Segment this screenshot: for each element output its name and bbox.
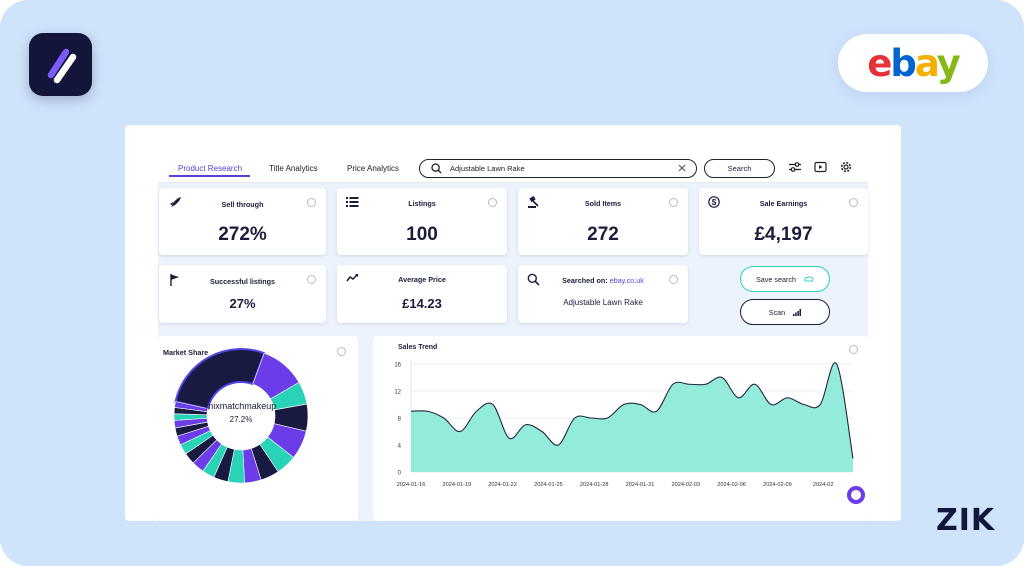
searched-on-label: Searched on: ebay.co.uk xyxy=(518,276,688,285)
ebay-logo-letter: a xyxy=(914,41,939,85)
info-icon[interactable] xyxy=(488,198,497,207)
sale-earnings-value: £4,197 xyxy=(754,224,813,245)
listings-card: Listings 100 xyxy=(337,188,507,255)
average-price-card: Average Price £14.23 xyxy=(337,265,507,323)
save-search-button[interactable]: Save search xyxy=(740,266,830,292)
sales-trend-card: Sales Trend 0 4 8 12 16 2024-01-16 2024-01-19 2… xyxy=(373,336,868,521)
svg-text:$: $ xyxy=(712,198,717,207)
successful-listings-card: Successful listings 27% xyxy=(159,265,326,323)
sell-through-label: Sell through xyxy=(221,200,264,209)
searched-on-value: Adjustable Lawn Rake xyxy=(563,298,643,307)
rocket-icon xyxy=(170,197,181,207)
top-seller-name: mixmatchmakeup xyxy=(206,401,277,411)
top-seller-share: 27.2% xyxy=(230,415,253,424)
x-tick-label: 2024-02 xyxy=(813,482,834,488)
signal-bars-icon xyxy=(793,308,802,316)
info-icon[interactable] xyxy=(307,275,316,284)
x-tick-label: 2024-02-03 xyxy=(671,482,700,488)
video-icon[interactable] xyxy=(814,161,827,173)
market-share-chart: mixmatchmakeup 27.2% xyxy=(173,348,309,484)
x-tick-label: 2024-01-28 xyxy=(580,482,609,488)
search-icon xyxy=(431,163,442,174)
searched-on-card: Searched on: ebay.co.uk Adjustable Lawn … xyxy=(518,265,688,323)
search-input[interactable]: Adjustable Lawn Rake xyxy=(419,159,697,178)
save-search-label: Save search xyxy=(756,274,796,284)
x-tick-label: 2024-01-16 xyxy=(397,482,426,488)
dashboard-screenshot: Product Research Title Analytics Price A… xyxy=(125,125,901,521)
sold-items-card: Sold Items 272 xyxy=(518,188,688,255)
sold-items-value: 272 xyxy=(587,224,619,245)
sales-trend-chart: Sales Trend 0 4 8 12 16 2024-01-16 2024-01-19 2… xyxy=(394,344,865,504)
toolbar: Product Research Title Analytics Price A… xyxy=(158,155,868,183)
sales-trend-area xyxy=(411,362,853,472)
x-tick-label: 2024-01-25 xyxy=(534,482,563,488)
info-icon[interactable] xyxy=(849,198,858,207)
sliders-icon[interactable] xyxy=(788,161,802,173)
y-tick-label: 4 xyxy=(398,444,402,450)
sales-trend-line xyxy=(410,362,854,459)
settings-gear-icon[interactable] xyxy=(840,161,852,173)
market-share-title: Market Share xyxy=(163,348,209,357)
scan-label: Scan xyxy=(768,307,786,317)
x-tick-label: 2024-01-19 xyxy=(442,482,471,488)
searched-on-caption: Searched on: xyxy=(562,276,608,285)
ebay-logo: ebay xyxy=(867,41,961,85)
x-tick-label: 2024-01-22 xyxy=(488,482,517,488)
x-tick-label: 2024-02-06 xyxy=(717,482,746,488)
tab-title-analytics[interactable]: Title Analytics xyxy=(269,164,318,173)
listings-label: Listings xyxy=(408,199,436,208)
y-tick-label: 0 xyxy=(398,471,402,477)
list-icon xyxy=(346,197,359,207)
clear-search-icon[interactable] xyxy=(678,164,686,172)
search-input-value: Adjustable Lawn Rake xyxy=(450,164,525,173)
y-tick-label: 12 xyxy=(394,390,401,396)
sale-earnings-label: Sale Earnings xyxy=(759,199,808,208)
chat-widget-icon xyxy=(851,490,861,500)
app-logo xyxy=(29,33,92,96)
y-tick-label: 16 xyxy=(394,363,401,369)
info-icon[interactable] xyxy=(669,198,678,207)
sell-through-card: Sell through 272% xyxy=(159,188,326,255)
x-tick-label: 2024-01-31 xyxy=(626,482,655,488)
ebay-logo-badge: ebay xyxy=(838,34,988,92)
trend-icon xyxy=(346,274,358,282)
active-tab-indicator xyxy=(169,175,250,177)
market-share-card: Market Share mixmatchmakeup 27.2% xyxy=(158,336,358,521)
sale-earnings-card: $ Sale Earnings £4,197 xyxy=(699,188,868,255)
zik-watermark: ZIK xyxy=(936,503,996,538)
sold-items-label: Sold Items xyxy=(584,199,622,208)
cloud-icon xyxy=(804,276,814,282)
average-price-value: £14.23 xyxy=(402,296,442,311)
searched-on-site-link[interactable]: ebay.co.uk xyxy=(609,276,644,285)
ebay-logo-letter: b xyxy=(890,41,916,85)
scan-button[interactable]: Scan xyxy=(740,299,830,325)
ebay-logo-letter: y xyxy=(936,41,961,85)
tab-product-research[interactable]: Product Research xyxy=(178,164,243,173)
donut-segment xyxy=(174,401,209,412)
listings-value: 100 xyxy=(406,224,438,245)
x-tick-label: 2024-02-09 xyxy=(763,482,792,488)
ebay-logo-letter: e xyxy=(867,41,892,85)
search-icon xyxy=(527,273,540,286)
info-icon[interactable] xyxy=(307,198,316,207)
info-icon[interactable] xyxy=(337,347,346,356)
donut-segment xyxy=(174,348,266,410)
sell-through-value: 272% xyxy=(218,224,267,245)
sales-trend-title: Sales Trend xyxy=(398,344,437,351)
info-icon[interactable] xyxy=(849,345,858,354)
flag-icon xyxy=(170,274,179,286)
average-price-label: Average Price xyxy=(398,275,446,284)
successful-listings-label: Successful listings xyxy=(209,277,276,286)
gavel-icon xyxy=(528,196,539,208)
y-tick-label: 8 xyxy=(398,417,402,423)
successful-listings-value: 27% xyxy=(229,296,256,311)
dollar-icon: $ xyxy=(708,196,720,208)
tab-price-analytics[interactable]: Price Analytics xyxy=(347,164,400,173)
search-button[interactable]: Search xyxy=(704,159,775,178)
info-icon[interactable] xyxy=(669,275,678,284)
